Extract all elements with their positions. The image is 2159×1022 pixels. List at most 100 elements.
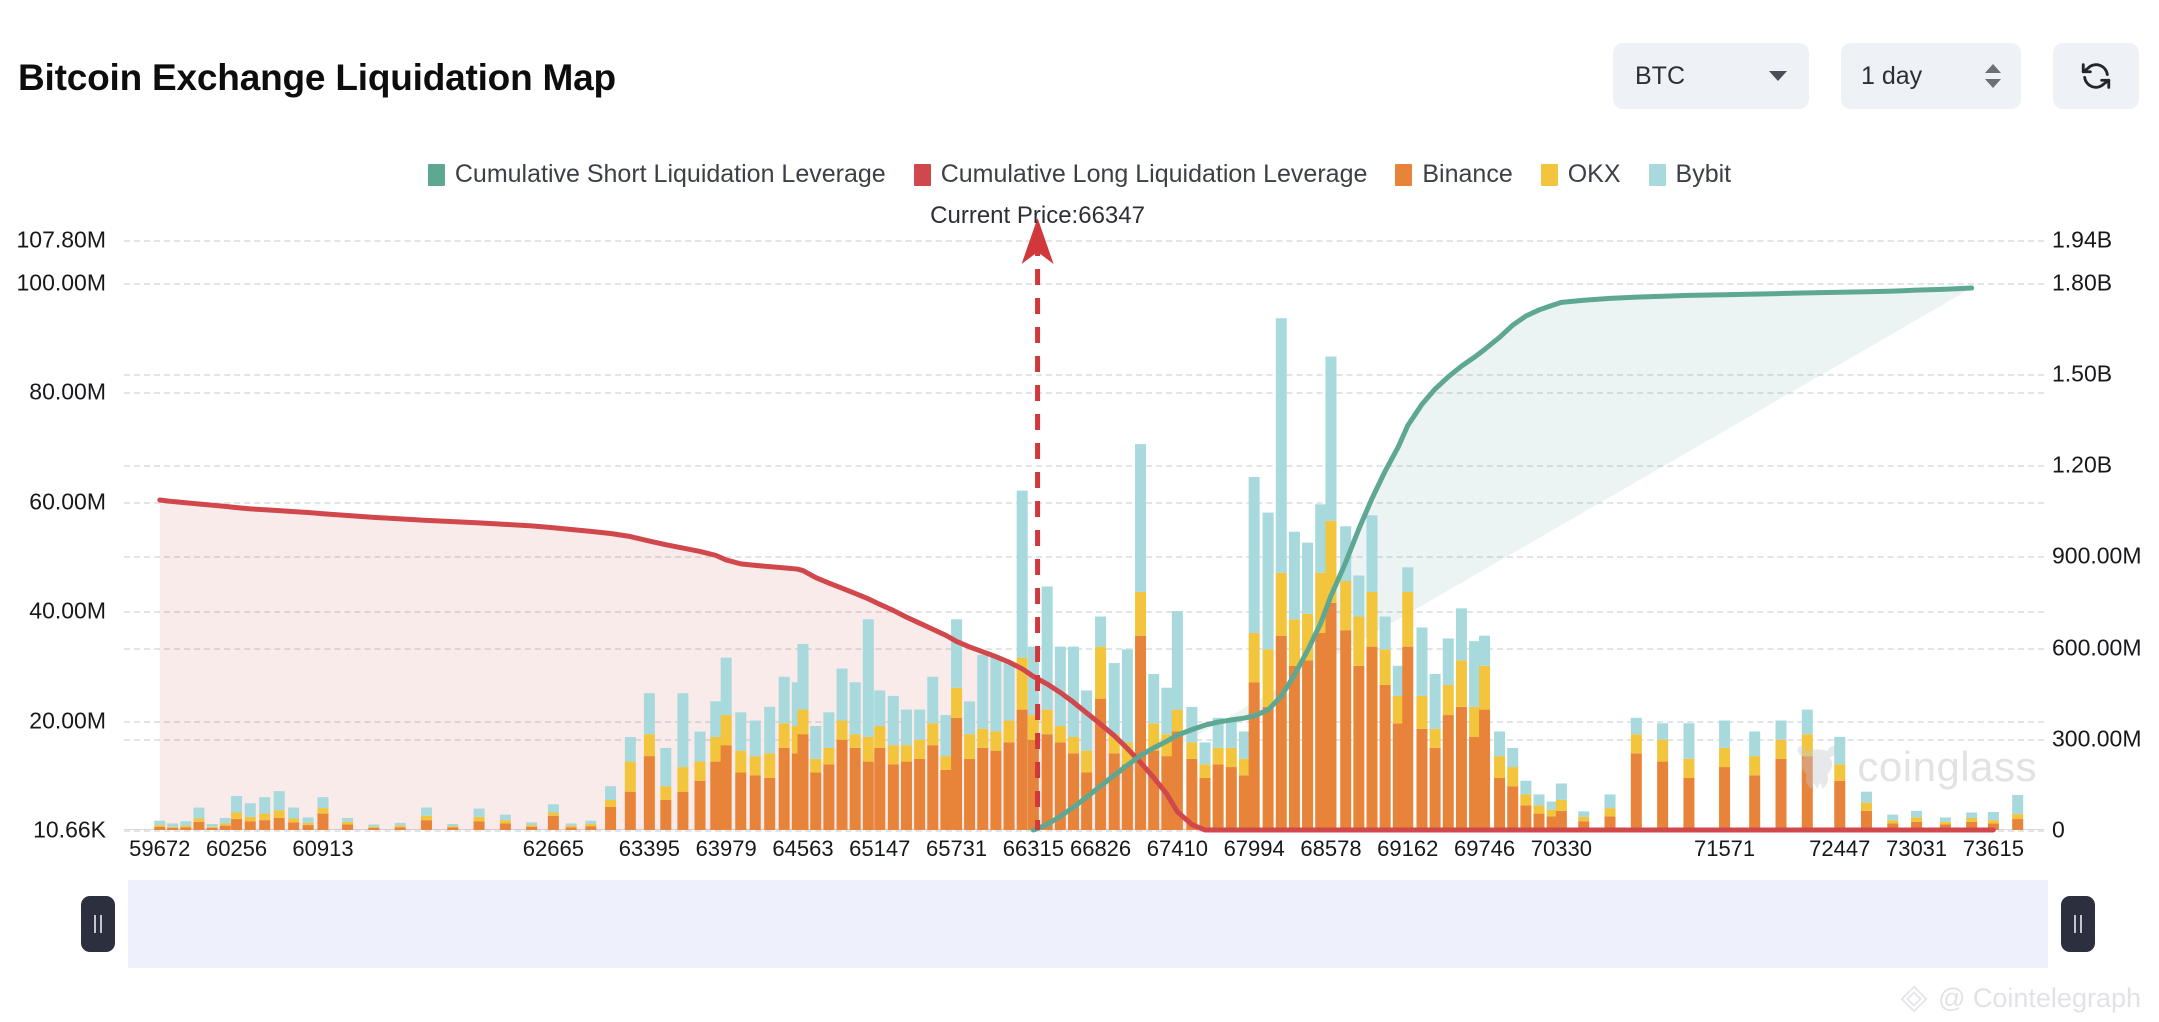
bar-segment[interactable] — [778, 723, 790, 748]
bar-segment[interactable] — [1533, 813, 1545, 830]
bar-segment[interactable] — [244, 821, 256, 830]
bar-segment[interactable] — [874, 726, 886, 748]
bar-segment[interactable] — [231, 812, 243, 820]
bar-segment[interactable] — [810, 726, 822, 759]
bar-segment[interactable] — [1657, 761, 1669, 830]
bar-segment[interactable] — [1801, 709, 1813, 735]
bar-segment[interactable] — [1966, 821, 1978, 830]
bar-segment[interactable] — [1067, 753, 1079, 830]
bar-segment[interactable] — [1546, 809, 1558, 817]
bar-segment[interactable] — [219, 817, 231, 824]
bar-segment[interactable] — [1248, 682, 1260, 830]
bar-segment[interactable] — [1262, 649, 1274, 707]
bar-segment[interactable] — [964, 701, 976, 735]
bar-segment[interactable] — [1630, 734, 1642, 754]
bar-segment[interactable] — [1533, 805, 1545, 814]
bar-segment[interactable] — [1578, 821, 1590, 830]
bar-segment[interactable] — [1604, 808, 1616, 817]
bar-segment[interactable] — [259, 813, 271, 821]
bar-segment[interactable] — [1683, 723, 1695, 759]
bar-segment[interactable] — [1171, 731, 1183, 830]
bar-segment[interactable] — [1939, 824, 1951, 830]
bar-segment[interactable] — [2012, 794, 2024, 815]
bar-segment[interactable] — [180, 827, 192, 830]
legend-item[interactable]: OKX — [1540, 160, 1621, 189]
bar-segment[interactable] — [1775, 739, 1787, 759]
bar-segment[interactable] — [791, 682, 803, 727]
bar-segment[interactable] — [1340, 580, 1352, 631]
bar-segment[interactable] — [1507, 786, 1519, 830]
bar-segment[interactable] — [180, 821, 192, 826]
bar-segment[interactable] — [791, 726, 803, 754]
bar-segment[interactable] — [1379, 649, 1391, 685]
bar-segment[interactable] — [1108, 663, 1120, 735]
legend-item[interactable]: Bybit — [1648, 160, 1731, 189]
bar-segment[interactable] — [1225, 767, 1237, 830]
bar-segment[interactable] — [862, 761, 874, 830]
bar-segment[interactable] — [849, 682, 861, 735]
bar-segment[interactable] — [1416, 728, 1428, 830]
bar-segment[interactable] — [1834, 780, 1846, 830]
bar-segment[interactable] — [1135, 635, 1147, 830]
bar-segment[interactable] — [473, 821, 485, 830]
bar-segment[interactable] — [1429, 674, 1441, 729]
bar-segment[interactable] — [643, 693, 655, 735]
bar-segment[interactable] — [951, 619, 963, 688]
bar-segment[interactable] — [1248, 632, 1260, 683]
refresh-button[interactable] — [2053, 43, 2139, 109]
bar-segment[interactable] — [206, 827, 218, 830]
bar-segment[interactable] — [1054, 646, 1066, 727]
bar-segment[interactable] — [473, 808, 485, 817]
bar-segment[interactable] — [874, 747, 886, 830]
range-left-handle[interactable] — [81, 896, 115, 952]
bar-segment[interactable] — [1135, 444, 1147, 592]
bar-segment[interactable] — [900, 709, 912, 746]
bar-segment[interactable] — [231, 819, 243, 830]
bar-segment[interactable] — [1340, 526, 1352, 581]
bar-segment[interactable] — [1402, 646, 1414, 830]
bar-segment[interactable] — [694, 780, 706, 830]
bar-segment[interactable] — [990, 750, 1002, 830]
bar-segment[interactable] — [940, 756, 952, 770]
bar-segment[interactable] — [565, 823, 577, 826]
bar-segment[interactable] — [1416, 695, 1428, 729]
bar-segment[interactable] — [420, 815, 432, 821]
bar-segment[interactable] — [1186, 742, 1198, 759]
legend-item[interactable]: Binance — [1395, 160, 1513, 189]
bar-segment[interactable] — [547, 812, 559, 816]
bar-segment[interactable] — [1041, 586, 1053, 710]
bar-segment[interactable] — [749, 756, 761, 776]
bar-segment[interactable] — [1288, 619, 1300, 666]
bar-segment[interactable] — [1749, 775, 1761, 830]
bar-segment[interactable] — [1353, 665, 1365, 830]
bar-segment[interactable] — [1121, 742, 1133, 765]
bar-segment[interactable] — [394, 827, 406, 830]
legend-item[interactable]: Cumulative Short Liquidation Leverage — [427, 160, 886, 189]
bar-segment[interactable] — [720, 715, 732, 746]
bar-segment[interactable] — [1442, 715, 1454, 830]
bar-segment[interactable] — [1987, 820, 1999, 824]
bar-segment[interactable] — [778, 676, 790, 724]
bar-segment[interactable] — [154, 825, 166, 827]
bar-segment[interactable] — [1003, 663, 1015, 721]
bar-segment[interactable] — [1067, 646, 1079, 737]
bar-segment[interactable] — [605, 786, 617, 800]
bar-segment[interactable] — [2012, 814, 2024, 820]
bar-segment[interactable] — [605, 807, 617, 830]
bar-segment[interactable] — [1749, 756, 1761, 776]
bar-segment[interactable] — [154, 826, 166, 830]
bar-segment[interactable] — [1248, 476, 1260, 633]
bar-segment[interactable] — [368, 824, 380, 827]
bar-segment[interactable] — [273, 810, 285, 818]
bar-segment[interactable] — [1860, 802, 1872, 811]
bar-segment[interactable] — [990, 731, 1002, 751]
bar-segment[interactable] — [1911, 817, 1923, 822]
bar-segment[interactable] — [1683, 758, 1695, 779]
bar-segment[interactable] — [1186, 706, 1198, 743]
bar-segment[interactable] — [1630, 753, 1642, 830]
bar-segment[interactable] — [1455, 660, 1467, 707]
period-select[interactable]: 1 day — [1841, 43, 2021, 109]
bar-segment[interactable] — [317, 797, 329, 809]
bar-segment[interactable] — [1095, 616, 1107, 647]
bar-segment[interactable] — [887, 745, 899, 765]
